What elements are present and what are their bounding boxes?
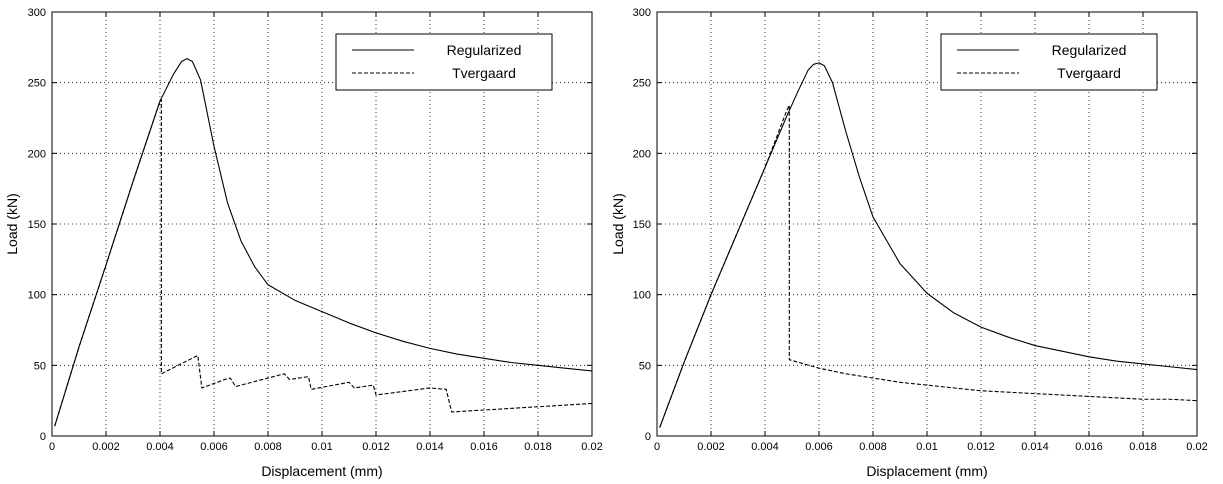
- y-axis-label: Load (kN): [610, 193, 626, 254]
- x-tick-label: 0.02: [581, 441, 602, 453]
- y-tick-label: 200: [633, 148, 651, 160]
- y-tick-label: 200: [28, 148, 46, 160]
- chart-panel-2: 0 0.002 0.004 0.006 0.008 0.01 0.012 0.014 0.016…: [610, 7, 1208, 479]
- y-tick-label: 50: [639, 360, 651, 372]
- y-tick-label: 250: [633, 78, 651, 90]
- series-line-tvergaard: [659, 104, 1197, 428]
- x-tick-label: 0.008: [254, 441, 282, 453]
- y-tick-label: 100: [633, 290, 651, 302]
- x-tick-label: 0.008: [859, 441, 887, 453]
- x-tick-label: 0.006: [200, 441, 228, 453]
- y-tick-label: 300: [633, 7, 651, 19]
- y-tick-label: 150: [633, 219, 651, 231]
- legend-label: Tvergaard: [1057, 65, 1121, 81]
- x-tick-label: 0.01: [916, 441, 937, 453]
- legend-label: Tvergaard: [452, 65, 516, 81]
- legend-label: Regularized: [1052, 42, 1127, 58]
- y-tick-label: 0: [40, 431, 46, 443]
- legend-label: Regularized: [447, 42, 522, 58]
- x-tick-label: 0.002: [92, 441, 120, 453]
- y-tick-label: 150: [28, 219, 46, 231]
- x-tick-label: 0.018: [1129, 441, 1157, 453]
- x-tick-label: 0.016: [470, 441, 498, 453]
- x-tick-label: 0.012: [967, 441, 995, 453]
- x-tick-label: 0.006: [805, 441, 833, 453]
- x-tick-label: 0.012: [362, 441, 390, 453]
- x-tick-label: 0: [49, 441, 55, 453]
- y-tick-label: 0: [645, 431, 651, 443]
- legend-box: [940, 33, 1158, 91]
- x-axis-label: Displacement (mm): [866, 463, 987, 479]
- legend: Regularized Tvergaard: [335, 33, 553, 91]
- legend-box: [335, 33, 553, 91]
- x-tick-label: 0.014: [416, 441, 444, 453]
- legend: Regularized Tvergaard: [940, 33, 1158, 91]
- y-tick-label: 100: [28, 290, 46, 302]
- series-line-tvergaard: [54, 99, 592, 427]
- y-axis-label: Load (kN): [4, 193, 20, 254]
- y-tick-label: 50: [34, 360, 46, 372]
- x-tick-label: 0.004: [751, 441, 779, 453]
- x-tick-label: 0.014: [1021, 441, 1049, 453]
- series-line-regularized: [659, 62, 1197, 428]
- y-tick-label: 250: [28, 78, 46, 90]
- y-tick-label: 300: [28, 7, 46, 19]
- x-tick-label: 0.018: [524, 441, 552, 453]
- x-axis-label: Displacement (mm): [261, 463, 382, 479]
- x-tick-label: 0.01: [311, 441, 332, 453]
- x-tick-label: 0: [654, 441, 660, 453]
- x-tick-label: 0.016: [1075, 441, 1103, 453]
- series-line-regularized: [54, 58, 592, 427]
- x-tick-label: 0.004: [146, 441, 174, 453]
- chart-panel-1: 0 0.002 0.004 0.006 0.008 0.01 0.012 0.014 0.016…: [4, 7, 603, 479]
- x-tick-label: 0.02: [1186, 441, 1207, 453]
- x-tick-label: 0.002: [697, 441, 725, 453]
